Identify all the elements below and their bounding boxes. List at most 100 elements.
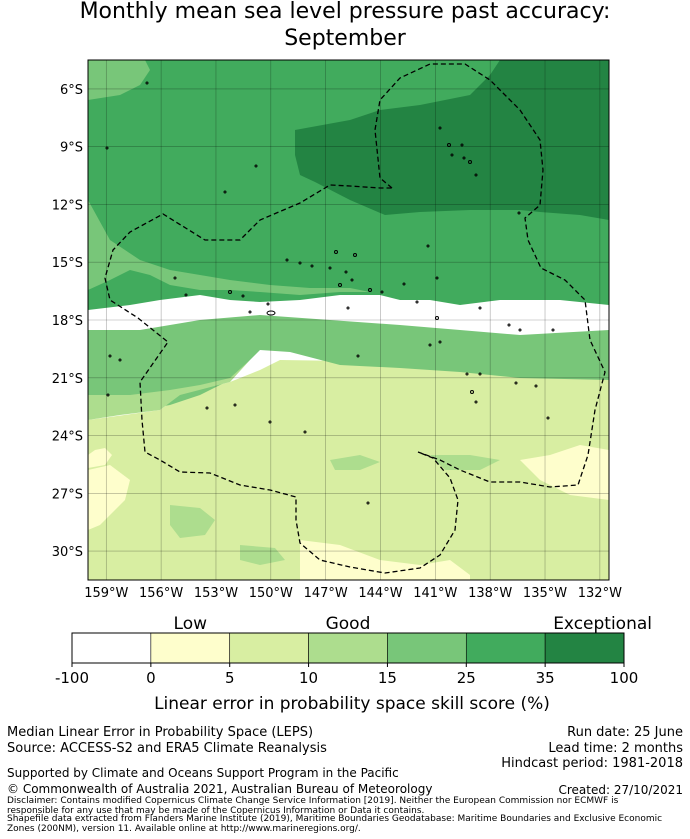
longitude-labels: 159°W 156°W 153°W 150°W 147°W 144°W 141°W 138°W… [84,586,622,601]
colorbar-segment [465,632,546,664]
island [145,81,149,85]
map-frame [87,59,610,581]
field-patch-c1-south [300,540,470,580]
latitude-tick-label: 9°S [60,141,83,156]
island [450,153,454,157]
field-patch-c3-southeast [430,455,500,470]
island [478,372,482,376]
footer-created: Created: 27/10/2021 [558,783,683,797]
field-band-c4-topleft [88,60,150,100]
colorbar-category-label: Good [326,614,371,634]
island [428,343,432,347]
latitude-tick-label: 15°S [52,256,83,271]
latitude-tick-label: 12°S [52,198,83,213]
colorbar-segment [229,632,309,664]
island [468,160,472,164]
longitude-tick-label: 144°W [358,586,402,601]
island [546,416,550,420]
island [254,164,258,168]
field-band-c6 [295,60,609,220]
island [106,393,110,397]
island [465,372,469,376]
island [285,258,289,262]
island [380,290,384,294]
island [338,283,342,287]
island [534,384,538,388]
island [205,406,209,410]
colorbar-tick-label: -100 [55,669,89,687]
longitude-tick-label: 138°W [468,586,512,601]
island [346,306,350,310]
field-patch-c3-southwest [170,505,215,538]
island [368,288,372,292]
field-patch-c1-midwest [88,448,112,468]
island [517,211,521,215]
colorbar-tick-label: 15 [378,669,397,687]
footer-run-date: Run date: 25 June [567,725,683,740]
island [108,354,112,358]
island [478,306,482,310]
longitude-tick-label: 141°W [413,586,457,601]
island [551,328,555,332]
colorbar-segment [544,632,625,664]
map-title-line1: Monthly mean sea level pressure past acc… [79,0,611,24]
island [228,290,232,294]
island [310,264,314,268]
island [415,300,419,304]
island [507,323,511,327]
island [435,276,439,280]
colorbar-frame [71,632,625,664]
island [303,430,307,434]
footer-copyright: © Commonwealth of Australia 2021, Austra… [7,782,433,796]
colorbar-axis-label: Linear error in probability space skill … [154,694,550,714]
island [173,276,177,280]
field-patch-c1-southwest [88,465,130,530]
footer-lead-time: Lead time: 2 months [548,741,683,756]
island [462,156,466,160]
island [474,173,478,177]
colorbar-segment [387,632,467,664]
island [514,381,518,385]
latitude-labels: 6°S 9°S 12°S 15°S 18°S 21°S 24°S 27°S 30°S [52,83,83,560]
colorbar: -100 0 5 10 15 25 35 100 Low Good Exceptional Linea… [55,614,652,714]
island [266,310,276,316]
island [447,143,451,147]
colorbar-segment [308,632,388,664]
island [268,420,272,424]
field-band-c4 [88,315,609,418]
colorbar-segment [71,632,152,664]
map-gridlines [88,60,609,580]
island [241,294,245,298]
eez-boundary-main [104,63,606,574]
island [438,340,442,344]
island [438,126,442,130]
latitude-tick-label: 18°S [52,314,83,329]
island [298,261,302,265]
colorbar-category-label: Low [174,614,208,634]
island [435,316,439,320]
longitude-tick-label: 135°W [523,586,567,601]
latitude-tick-label: 27°S [52,487,83,502]
island [350,278,354,282]
longitude-tick-label: 159°W [84,586,128,601]
longitude-tick-label: 153°W [194,586,238,601]
island [460,143,464,147]
colorbar-tick-label: 25 [457,669,476,687]
footer-method: Median Linear Error in Probability Space… [7,725,314,740]
island [366,501,370,505]
island [356,354,360,358]
island [118,358,122,362]
footer-source: Source: ACCESS-S2 and ERA5 Climate Reana… [7,741,327,756]
field-patch-c3-center [330,455,380,470]
latitude-tick-label: 24°S [52,430,83,445]
longitude-tick-label: 147°W [304,586,348,601]
island [105,146,109,150]
island [334,250,338,254]
latitude-tick-label: 21°S [52,372,83,387]
island [223,190,227,194]
longitude-tick-label: 132°W [578,586,622,601]
colorbar-tick-label: 5 [225,669,235,687]
island [248,310,252,314]
colorbar-tick-label: 0 [146,669,156,687]
map-figure: 6°S 9°S 12°S 15°S 18°S 21°S 24°S 27°S 30°S 159°W… [52,59,652,714]
